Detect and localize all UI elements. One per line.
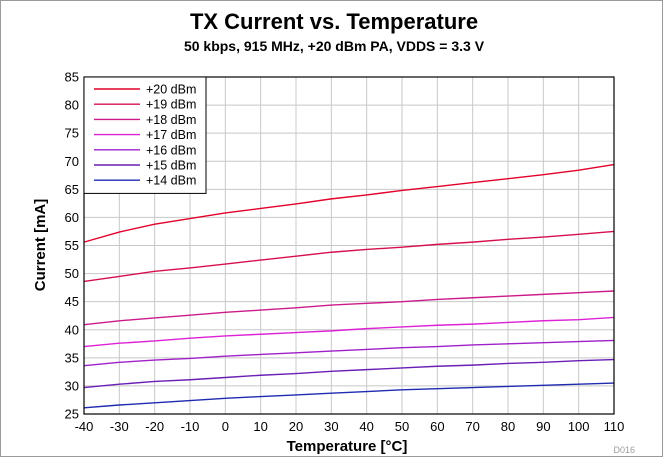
legend-label: +19 dBm <box>146 98 196 112</box>
y-tick-label: 70 <box>65 154 79 169</box>
series-line-16dBm-dbm <box>83 339 615 367</box>
x-tick-label: -10 <box>181 419 200 434</box>
series-lines <box>83 163 615 409</box>
series-line-15dBm-dbm <box>83 358 615 389</box>
y-tick-label: 30 <box>65 378 79 393</box>
x-tick-labels: -40 -30 -20 -10 0 10 20 30 40 50 60 70 80 90 100 110 <box>75 419 625 434</box>
legend-label: +16 dBm <box>146 143 196 157</box>
y-tick-label: 65 <box>65 182 79 197</box>
y-tick-label: 85 <box>65 70 79 85</box>
y-tick-label: 60 <box>65 210 79 225</box>
x-tick-label: 50 <box>395 419 409 434</box>
y-axis-label: Current [mA] <box>32 199 49 292</box>
x-tick-label: 70 <box>465 419 479 434</box>
legend-label: +15 dBm <box>146 159 196 173</box>
x-tick-label: 80 <box>501 419 515 434</box>
x-tick-label: 0 <box>222 419 229 434</box>
x-tick-label: -40 <box>75 419 94 434</box>
x-tick-label: -30 <box>110 419 129 434</box>
legend-label: +14 dBm <box>146 174 196 188</box>
x-tick-label: 30 <box>324 419 338 434</box>
y-tick-label: 45 <box>65 294 79 309</box>
x-tick-label: 40 <box>359 419 373 434</box>
series-line-17dBm-dbm <box>83 316 615 348</box>
x-tick-label: 10 <box>253 419 267 434</box>
chart-subtitle: 50 kbps, 915 MHz, +20 dBm PA, VDDS = 3.3… <box>184 38 485 54</box>
x-tick-label: 90 <box>536 419 550 434</box>
series-line-18dBm-dbm <box>83 290 615 326</box>
y-tick-label: 80 <box>65 98 79 113</box>
series-line-19dBm-dbm <box>83 230 615 283</box>
figure-code: D016 <box>613 445 635 455</box>
legend-label: +20 dBm <box>146 83 196 97</box>
y-tick-label: 50 <box>65 266 79 281</box>
x-tick-label: -20 <box>145 419 164 434</box>
y-tick-label: 55 <box>65 238 79 253</box>
y-tick-label: 35 <box>65 350 79 365</box>
y-tick-label: 25 <box>65 407 79 422</box>
x-tick-label: 100 <box>568 419 590 434</box>
y-tick-label: 75 <box>65 126 79 141</box>
legend-label: +17 dBm <box>146 128 196 142</box>
y-tick-label: 40 <box>65 322 79 337</box>
series-line-20dBm-dbm <box>83 163 615 243</box>
chart-title: TX Current vs. Temperature <box>190 9 478 34</box>
x-tick-label: 110 <box>604 419 625 434</box>
y-tick-labels: 25 30 35 40 45 50 55 60 65 70 75 80 85 <box>65 70 79 422</box>
plot-border <box>83 76 615 415</box>
legend: +20 dBm+19 dBm+18 dBm+17 dBm+16 dBm +15 d… <box>83 76 207 194</box>
x-tick-label: 60 <box>430 419 444 434</box>
series-line-14dBm-dbm <box>83 382 615 409</box>
legend-label: +18 dBm <box>146 113 196 127</box>
x-tick-label: 20 <box>289 419 303 434</box>
x-axis-label: Temperature [°C] <box>287 438 408 455</box>
